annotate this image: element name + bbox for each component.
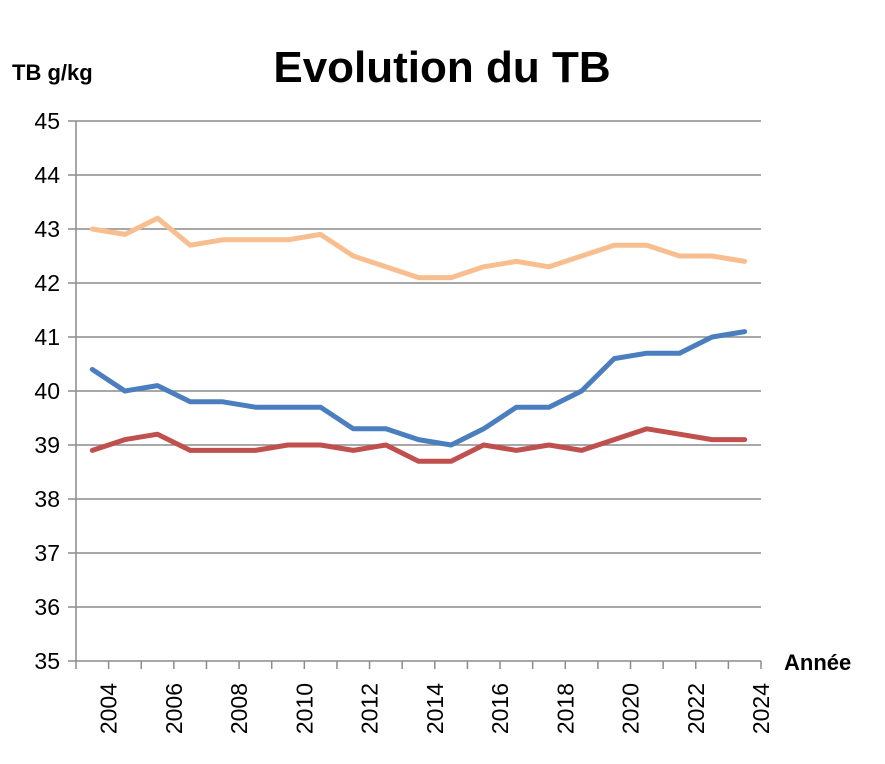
y-tick-label: 37 [34,540,60,566]
x-axis-label: Année [784,650,851,675]
y-tick-label: 36 [34,594,60,620]
y-tick-label: 45 [34,108,60,134]
series-line-1 [89,215,748,281]
x-tick-label: 2024 [748,683,774,734]
axes [68,120,762,669]
y-tick-label: 40 [34,378,60,404]
x-tick-label: 2018 [552,683,578,734]
series-line-3 [89,426,748,464]
y-axis-label: TB g/kg [12,60,93,85]
y-tick-label: 38 [34,486,60,512]
x-tick-label: 2008 [226,683,252,734]
y-tick-label: 35 [34,648,60,674]
x-tick-label: 2006 [161,683,187,734]
data-series [89,215,748,464]
x-tick-label: 2020 [618,683,644,734]
x-tick-label: 2014 [422,683,448,734]
x-tick-label: 2012 [357,683,383,734]
y-tick-label: 41 [34,324,60,350]
x-tick-labels: 2004 2006 2008 2010 2012 2014 2016 2018 2020 2022… [96,683,774,734]
y-tick-label: 44 [34,162,60,188]
y-tick-labels: 35 36 37 38 39 40 41 42 43 44 45 [34,108,60,674]
x-tick-label: 2016 [487,683,513,734]
y-tick-label: 39 [34,432,60,458]
series-line-2 [89,329,748,448]
chart-title: Evolution du TB [273,43,610,92]
x-tick-label: 2004 [96,683,122,734]
x-tick-label: 2010 [291,683,317,734]
y-tick-label: 42 [34,270,60,296]
y-tick-label: 43 [34,216,60,242]
grid-lines [76,120,761,608]
x-tick-label: 2022 [683,683,709,734]
